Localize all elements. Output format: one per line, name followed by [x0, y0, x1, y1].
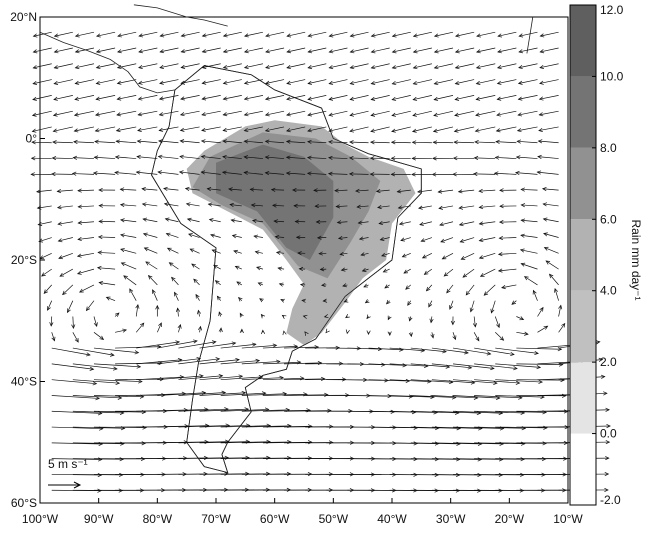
- colorbar-band: [570, 362, 596, 433]
- lat-tick-label: 20°N: [10, 10, 37, 24]
- colorbar-tick-label: 0.0: [600, 427, 617, 441]
- lat-tick-label: 60°S: [11, 496, 37, 510]
- scale-label: 5 m s⁻¹: [48, 457, 88, 471]
- colorbar-band: [570, 434, 596, 505]
- colorbar-band: [570, 148, 596, 219]
- lon-tick-label: 40°W: [377, 512, 407, 526]
- colorbar-tick-label: 8.0: [600, 141, 617, 155]
- colorbar-tick-label: 4.0: [600, 284, 617, 298]
- colorbar-tick-label: 10.0: [600, 69, 624, 83]
- colorbar-tick-label: 12.0: [600, 3, 624, 17]
- colorbar-tick-label: 2.0: [600, 355, 617, 369]
- colorbar-band: [570, 76, 596, 147]
- lon-tick-label: 80°W: [143, 512, 173, 526]
- lon-tick-label: 10°W: [553, 512, 583, 526]
- lon-tick-label: 20°W: [495, 512, 525, 526]
- lon-tick-label: 50°W: [319, 512, 349, 526]
- colorbar-tick-label: -2.0: [600, 493, 621, 507]
- lat-tick-label: 40°S: [11, 375, 37, 389]
- colorbar-band: [570, 219, 596, 290]
- lon-tick-label: 100°W: [22, 512, 59, 526]
- colorbar-tick-label: 6.0: [600, 212, 617, 226]
- lon-tick-label: 60°W: [260, 512, 290, 526]
- lon-tick-label: 70°W: [201, 512, 231, 526]
- colorbar-label: Rain mm day⁻¹: [629, 219, 643, 300]
- lon-tick-label: 90°W: [84, 512, 114, 526]
- lat-tick-label: 20°S: [11, 253, 37, 267]
- colorbar-band: [570, 5, 596, 76]
- colorbar-band: [570, 291, 596, 362]
- lon-tick-label: 30°W: [436, 512, 466, 526]
- lat-tick-label: 0°: [26, 132, 38, 146]
